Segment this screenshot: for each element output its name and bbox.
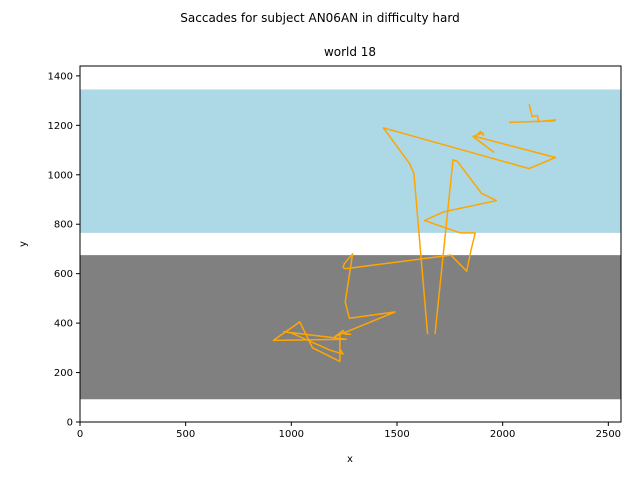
y-tick-label: 1200 — [48, 121, 73, 132]
y-tick-label: 1400 — [48, 71, 73, 82]
axes-frame — [79, 65, 622, 423]
saccade-path-1 — [508, 104, 557, 124]
series-group — [272, 104, 557, 363]
x-tick-label: 500 — [176, 429, 195, 440]
x-tick-label: 0 — [77, 429, 83, 440]
y-tick-label: 600 — [54, 269, 73, 280]
region-ground — [80, 255, 621, 400]
plot-area — [79, 65, 622, 423]
y-tick-label: 400 — [54, 319, 73, 330]
y-axis-label: y — [18, 241, 29, 247]
x-axis-ticks: 0 500 1000 1500 2000 2500 — [77, 422, 621, 440]
y-tick-label: 200 — [54, 368, 73, 379]
chart-suptitle: Saccades for subject AN06AN in difficult… — [180, 11, 459, 25]
x-tick-label: 1500 — [384, 429, 409, 440]
x-axis-label: x — [347, 454, 353, 465]
saccade-path-3 — [272, 159, 498, 363]
x-tick-label: 2500 — [596, 429, 621, 440]
x-tick-label: 1000 — [279, 429, 304, 440]
y-tick-label: 0 — [67, 418, 73, 429]
region-sky — [80, 89, 621, 233]
y-tick-label: 800 — [54, 220, 73, 231]
y-tick-label: 1000 — [48, 170, 73, 181]
x-tick-label: 2000 — [490, 429, 515, 440]
chart-title: world 18 — [324, 45, 376, 59]
saccade-path-2 — [382, 127, 557, 335]
y-axis-ticks: 0 200 400 600 800 1000 1200 1400 — [48, 71, 80, 429]
